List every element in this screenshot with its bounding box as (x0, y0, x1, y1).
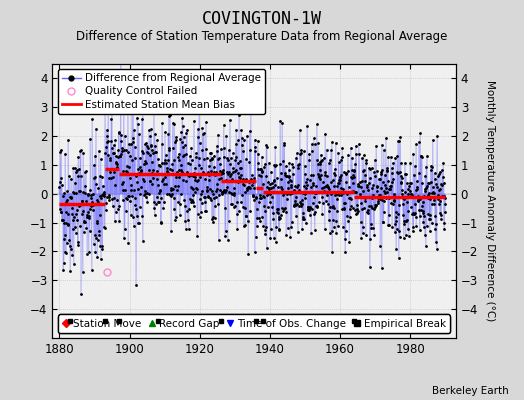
Y-axis label: Monthly Temperature Anomaly Difference (°C): Monthly Temperature Anomaly Difference (… (485, 80, 495, 322)
Legend: Station Move, Record Gap, Time of Obs. Change, Empirical Break: Station Move, Record Gap, Time of Obs. C… (58, 314, 450, 333)
Text: Berkeley Earth: Berkeley Earth (432, 386, 508, 396)
Text: Difference of Station Temperature Data from Regional Average: Difference of Station Temperature Data f… (77, 30, 447, 43)
Text: COVINGTON-1W: COVINGTON-1W (202, 10, 322, 28)
